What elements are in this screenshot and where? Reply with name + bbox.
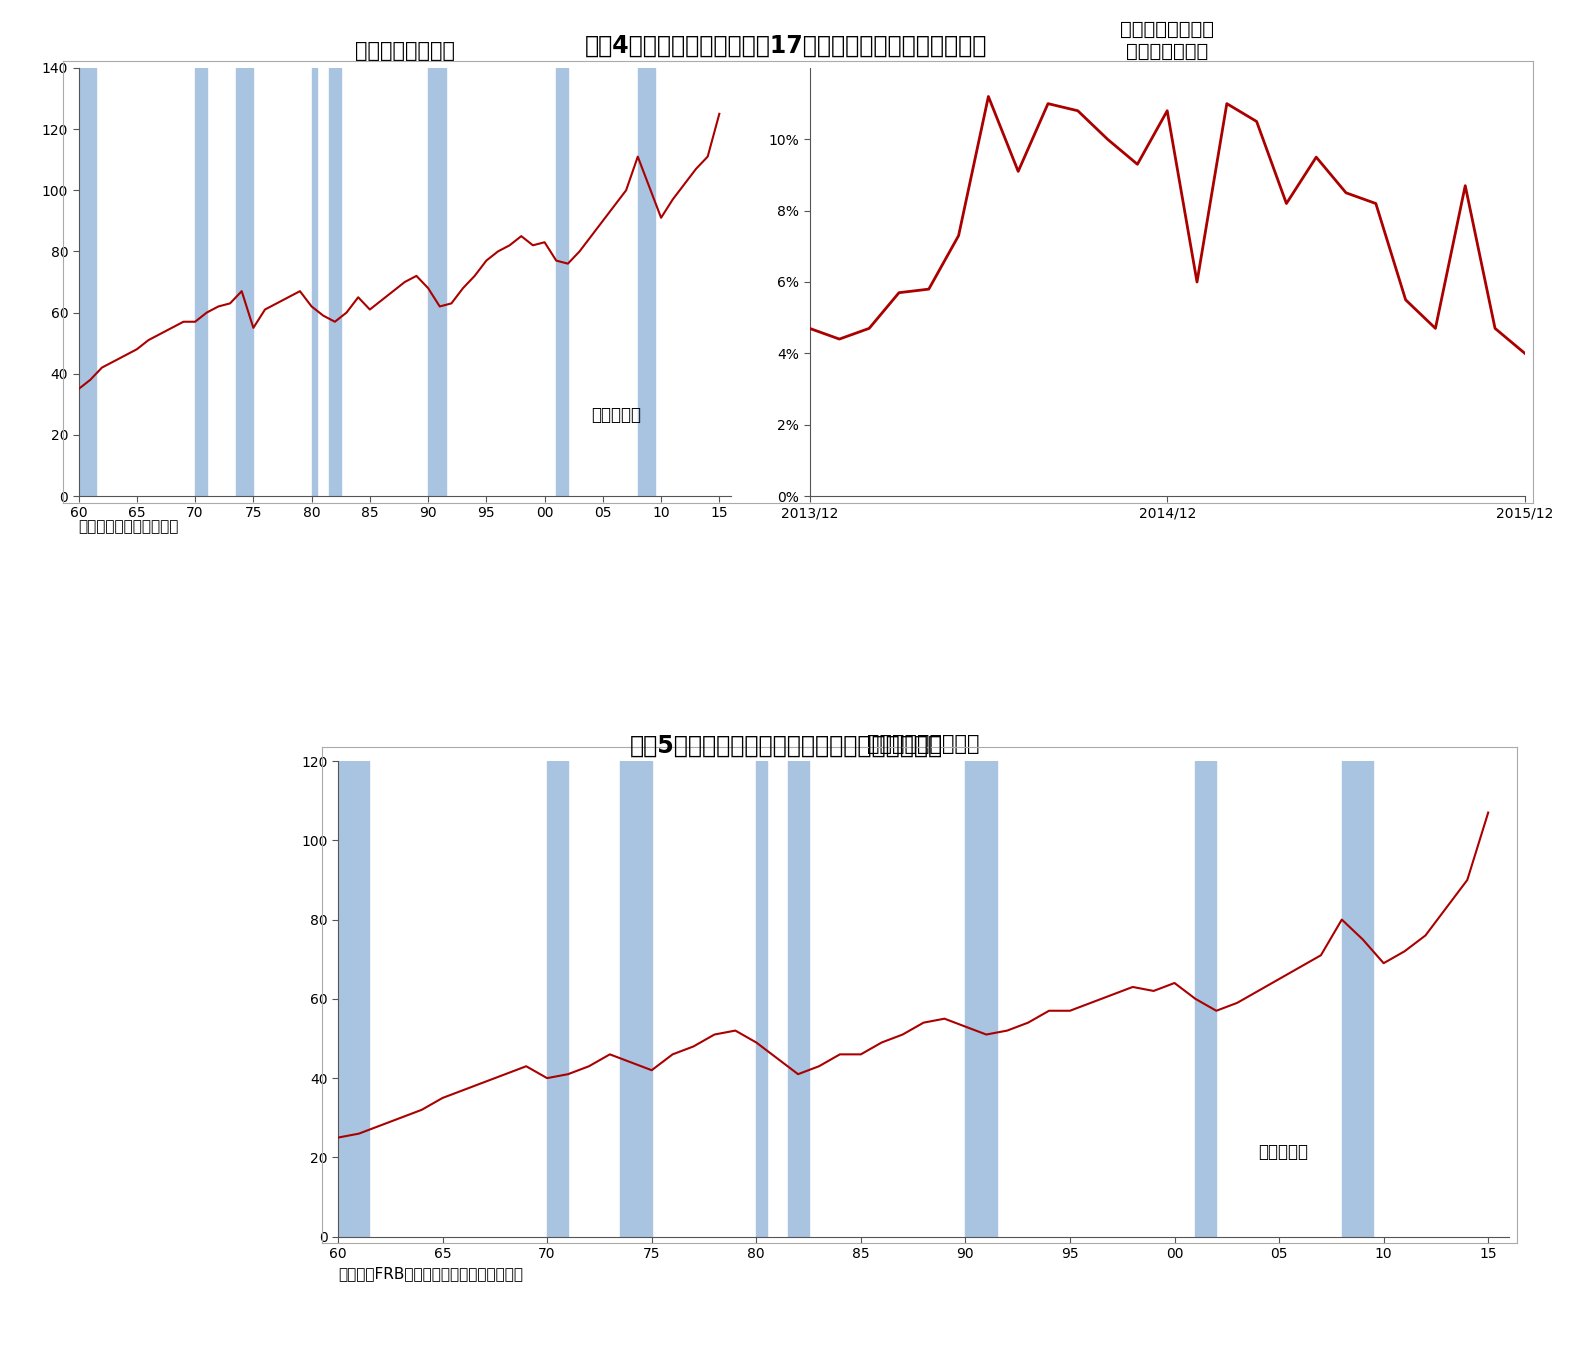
Bar (965, 761, 997, 1237)
Bar (1342, 761, 1374, 1237)
Bar (1195, 761, 1217, 1237)
Bar (329, 68, 341, 496)
Text: 『図4』米・景気先行指数は17年にも景気後退期入りを示喔: 『図4』米・景気先行指数は17年にも景気後退期入りを示喔 (585, 34, 987, 58)
Bar (638, 68, 656, 496)
Bar (547, 761, 567, 1237)
Text: 景気後退期: 景気後退期 (1258, 1143, 1308, 1162)
Text: （資料）全米産業審議会: （資料）全米産業審議会 (79, 519, 179, 534)
Title: 米・鉱工業生産指数: 米・鉱工業生産指数 (868, 734, 979, 754)
Text: 『図5』米国は既に景気後退期に入った可能性も: 『図5』米国は既に景気後退期に入った可能性も (629, 734, 943, 758)
Title: 米・景気先行指数: 米・景気先行指数 (355, 41, 454, 61)
Bar (788, 761, 808, 1237)
Bar (621, 761, 652, 1237)
Text: 景気後退期: 景気後退期 (591, 405, 641, 424)
Bar (79, 68, 96, 496)
Bar (428, 68, 445, 496)
Bar (756, 761, 767, 1237)
Title: 米・景気先行指数
（前年同月比）: 米・景気先行指数 （前年同月比） (1121, 20, 1214, 61)
Bar (338, 761, 369, 1237)
Text: （資料）FRB（米国連邦準備制度理事会）: （資料）FRB（米国連邦準備制度理事会） (338, 1267, 523, 1282)
Bar (311, 68, 318, 496)
Bar (556, 68, 567, 496)
Bar (236, 68, 253, 496)
Bar (195, 68, 208, 496)
